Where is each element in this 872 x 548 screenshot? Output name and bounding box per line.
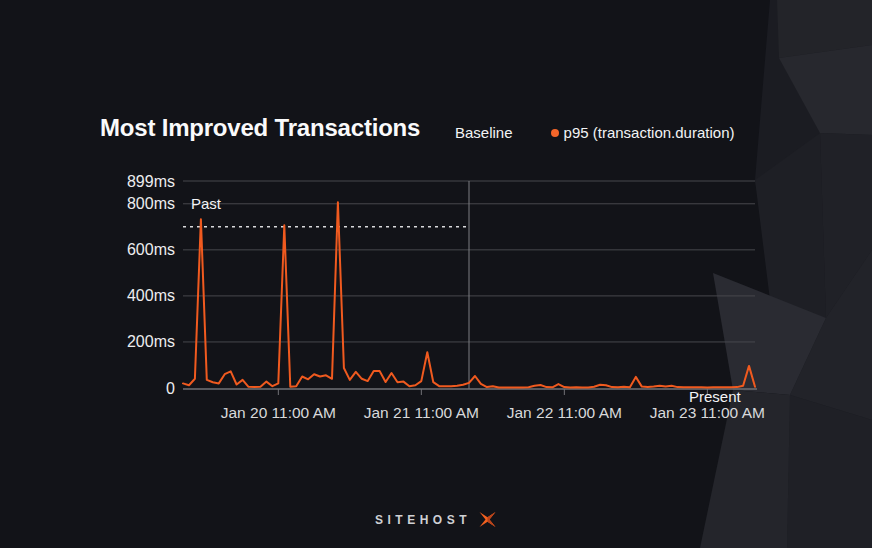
- chart-title: Most Improved Transactions: [100, 114, 420, 142]
- legend-series-label: p95 (transaction.duration): [564, 124, 735, 141]
- legend-baseline-label: Baseline: [455, 124, 513, 141]
- y-axis-tick-label: 600ms: [127, 241, 175, 258]
- sitehost-logo-text: SITEHOST: [375, 513, 471, 527]
- y-axis-tick-label: 200ms: [127, 333, 175, 350]
- x-axis-tick-label: Jan 20 11:00 AM: [221, 404, 336, 421]
- legend-series-item: p95 (transaction.duration): [551, 124, 735, 141]
- x-axis-tick-label: Jan 21 11:00 AM: [364, 404, 479, 421]
- chart-legend: Baseline p95 (transaction.duration): [455, 124, 734, 141]
- past-region-label: Past: [191, 195, 221, 212]
- x-axis-tick-label: Jan 23 11:00 AM: [650, 404, 765, 421]
- y-axis-tick-label: 400ms: [127, 287, 175, 304]
- x-axis-tick-label: Jan 22 11:00 AM: [507, 404, 622, 421]
- x-mark-icon: [478, 512, 497, 527]
- sitehost-logo: SITEHOST: [0, 512, 872, 527]
- y-axis-tick-label: 899ms: [127, 173, 175, 190]
- page: 899ms 800ms 600ms 400ms 200ms 0 Jan 20 11:00 A…: [0, 0, 872, 548]
- present-region-label: Present: [689, 388, 741, 405]
- legend-series-dot-icon: [551, 129, 559, 137]
- p95-duration-line-chart: 899ms 800ms 600ms 400ms 200ms 0 Jan 20 11:00 A…: [0, 0, 872, 548]
- y-axis-tick-label: 0: [166, 380, 175, 397]
- y-axis-tick-label: 800ms: [127, 195, 175, 212]
